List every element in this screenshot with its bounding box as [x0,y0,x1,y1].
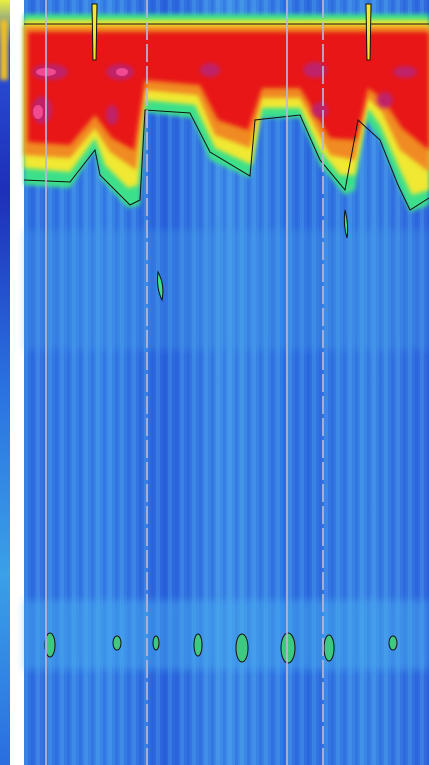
left-strip-hot [0,20,8,80]
heatmap [24,0,429,765]
left-strip [0,0,10,765]
